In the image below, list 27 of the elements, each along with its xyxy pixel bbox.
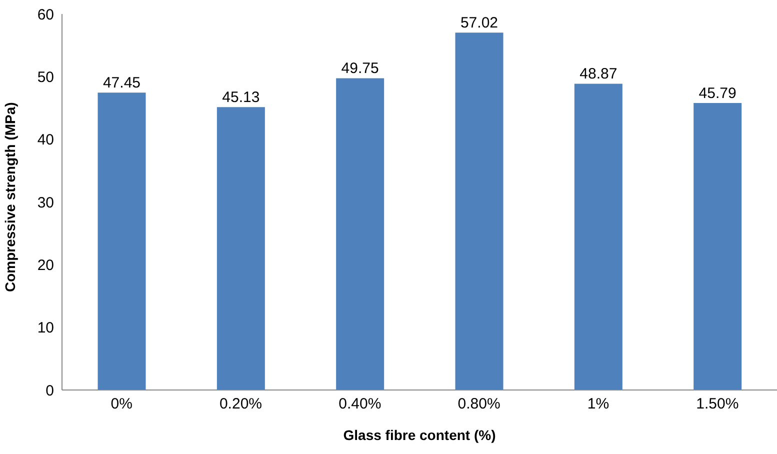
y-tick-label: 0	[46, 382, 54, 400]
bar	[336, 78, 384, 390]
data-label: 45.79	[698, 85, 736, 102]
x-tick-label: 1.50%	[696, 396, 739, 413]
x-tick-label: 0.80%	[458, 396, 500, 413]
x-tick-label: 0.40%	[338, 396, 382, 413]
bar	[694, 103, 742, 390]
x-axis-title: Glass fibre content (%)	[343, 427, 496, 443]
x-tick-label: 0.20%	[219, 396, 262, 413]
y-tick-label: 20	[37, 256, 54, 274]
x-tick-label: 0%	[110, 396, 132, 413]
data-label: 45.13	[222, 89, 260, 106]
y-tick-label: 40	[37, 132, 54, 149]
y-axis-title: Compressive strength (MPa)	[2, 102, 18, 292]
y-tick-label: 50	[37, 68, 54, 86]
y-tick-label: 30	[37, 194, 54, 212]
bar	[216, 107, 265, 390]
y-tick-label: 10	[37, 320, 54, 337]
data-label: 47.45	[102, 74, 141, 92]
bar	[574, 84, 622, 390]
y-tick-label: 60	[37, 6, 54, 24]
bar	[455, 32, 504, 390]
bar	[98, 92, 146, 390]
data-label: 57.02	[460, 14, 498, 32]
data-label: 48.87	[580, 66, 618, 83]
x-tick-label: 1%	[587, 396, 610, 413]
data-label: 49.75	[341, 60, 379, 78]
